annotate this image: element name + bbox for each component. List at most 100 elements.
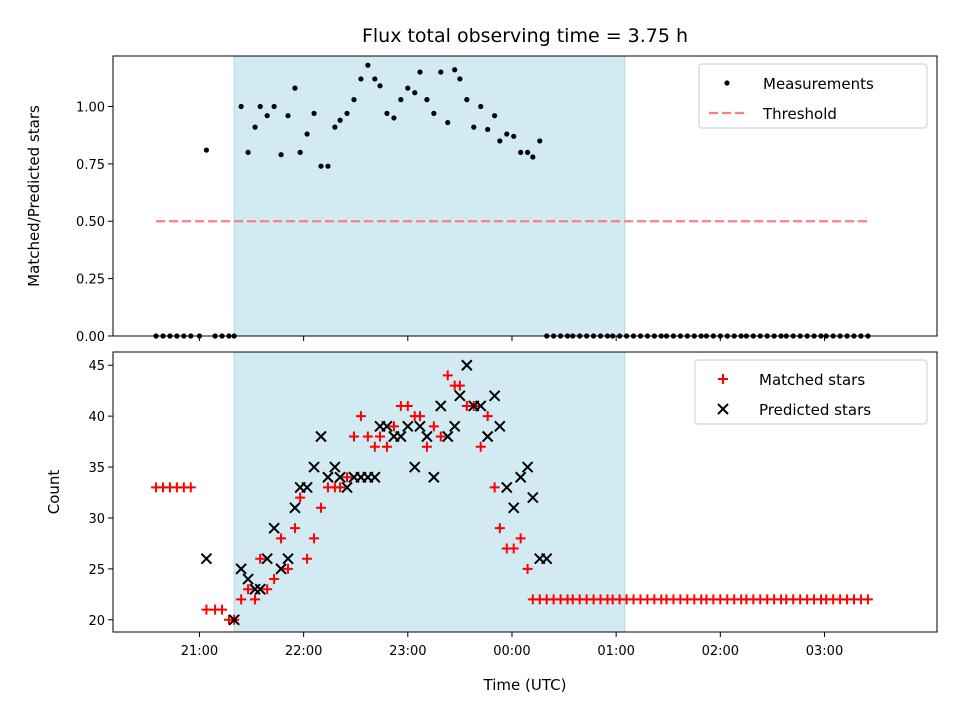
data-point [435, 431, 446, 442]
data-point [525, 149, 531, 155]
data-point [489, 482, 500, 493]
legend-label: Matched stars [759, 371, 865, 389]
data-point [275, 563, 287, 575]
data-point [414, 420, 426, 433]
data-point [504, 131, 510, 137]
data-point [355, 411, 366, 422]
data-point [348, 431, 359, 442]
data-point [308, 461, 320, 473]
data-point [268, 522, 280, 534]
bottom-panel: 20 25 30 35 40 45 21:00 22:00 23:00 00:00 01:00 02:… [45, 351, 938, 659]
data-point [445, 119, 451, 126]
series-predicted-stars [200, 359, 553, 626]
data-point [428, 421, 439, 432]
data-point [454, 390, 466, 402]
data-point [315, 430, 327, 443]
legend: Matched stars Predicted stars [694, 359, 928, 425]
legend-dot-swatch [724, 80, 730, 86]
legend: Measurements Threshold [698, 63, 928, 129]
data-point [442, 430, 454, 443]
data-point [269, 574, 280, 585]
data-point [518, 149, 524, 155]
data-point [217, 604, 228, 615]
data-point [369, 471, 381, 483]
data-point [431, 110, 437, 116]
legend-label: Predicted stars [759, 401, 871, 419]
top-panel: 0.00 0.25 0.50 0.75 1.00 Matched/Predicted st… [25, 55, 938, 345]
data-point [398, 97, 404, 103]
data-point [438, 69, 444, 75]
legend-x-swatch [717, 403, 729, 415]
data-point [254, 583, 266, 595]
y-tick-label: 0.50 [76, 215, 105, 230]
data-point [185, 482, 196, 493]
x-axis-label: Time (UTC) [483, 676, 567, 694]
data-point [501, 481, 513, 494]
data-point [332, 124, 338, 130]
data-point [335, 482, 346, 493]
series-matched-stars [151, 370, 873, 625]
data-point [492, 113, 498, 119]
data-point [417, 69, 423, 75]
legend-box [698, 63, 928, 129]
data-point [527, 491, 539, 504]
x-tick-label: 01:00 [597, 644, 634, 659]
x-tick-label: 22:00 [285, 644, 322, 659]
data-point [482, 411, 493, 422]
data-point [243, 584, 254, 595]
data-point [242, 573, 254, 585]
data-point [358, 76, 364, 82]
data-point [388, 421, 399, 432]
data-point [421, 441, 432, 452]
data-point [421, 430, 433, 443]
data-point [344, 110, 350, 116]
x-tick-label: 02:00 [702, 644, 739, 659]
data-point [522, 563, 533, 574]
data-point [521, 461, 534, 473]
data-point [402, 420, 414, 433]
data-point [262, 584, 273, 595]
data-point [322, 471, 334, 483]
data-point [351, 97, 357, 103]
data-point [540, 552, 553, 565]
data-point [289, 502, 301, 514]
data-point [424, 97, 430, 103]
data-point [329, 461, 341, 473]
data-point [264, 113, 270, 119]
y-tick-label: 45 [88, 359, 105, 374]
data-point [201, 604, 212, 615]
observing-window-shade [233, 351, 626, 633]
data-point [405, 85, 411, 91]
data-point [297, 149, 303, 155]
data-point [238, 103, 244, 110]
x-tick-label: 00:00 [493, 644, 530, 659]
y-axis-label: Matched/Predicted stars [25, 105, 43, 287]
data-point [475, 441, 486, 452]
x-tick-label: 03:00 [806, 644, 843, 659]
data-point [381, 420, 393, 433]
data-point [395, 430, 407, 443]
data-point [250, 594, 261, 605]
data-point [309, 533, 320, 544]
data-point [315, 502, 326, 513]
data-point [435, 400, 447, 412]
data-point [471, 124, 477, 130]
data-point [414, 411, 425, 422]
data-point [278, 152, 284, 158]
data-point [384, 110, 390, 116]
data-point [341, 481, 353, 494]
data-point [255, 553, 266, 564]
y-tick-label: 30 [88, 512, 105, 527]
axes-frame [112, 55, 938, 337]
data-point [362, 431, 373, 442]
data-point [292, 85, 298, 91]
y-tick-label: 1.00 [76, 100, 105, 115]
data-point [448, 420, 461, 433]
data-point [271, 103, 277, 110]
legend-box [694, 359, 928, 425]
y-tick-label: 0.25 [76, 273, 105, 288]
x-tick-label: 21:00 [181, 644, 218, 659]
legend-label: Threshold [762, 105, 837, 123]
data-point [236, 594, 247, 605]
data-point [494, 523, 505, 534]
